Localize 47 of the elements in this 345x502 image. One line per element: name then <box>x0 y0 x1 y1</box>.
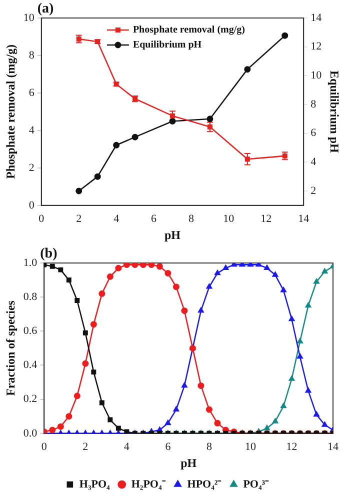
x-tick-label: 8 <box>188 212 194 225</box>
y2-tick-label: 6 <box>310 127 317 140</box>
y-tick-label: 1.0 <box>23 256 38 269</box>
x-tick-label: 10 <box>223 212 235 225</box>
x-tick-label: 2 <box>82 440 88 453</box>
y-tick-label: 0.6 <box>23 325 38 338</box>
x-tick-label: 14 <box>298 212 310 225</box>
y2-tick-label: 4 <box>310 156 317 168</box>
chart-title: (b) <box>40 246 58 262</box>
legend-label: H₂PO₄⁻ <box>131 478 166 490</box>
x-tick-label: 4 <box>114 212 120 225</box>
x-tick-label: 0 <box>41 440 48 453</box>
y-tick-label: 4 <box>28 124 35 136</box>
y2-axis-title: Equilibrium pH <box>328 70 342 154</box>
y-tick-label: 0.0 <box>23 427 38 440</box>
x-tick-label: 6 <box>151 212 158 225</box>
y-tick-label: 6 <box>28 86 35 99</box>
y-tick-label: 0.8 <box>23 290 38 303</box>
x-tick-label: 12 <box>286 440 298 453</box>
y-tick-label: 2 <box>28 162 34 174</box>
y-tick-label: 0.2 <box>23 393 38 406</box>
y2-tick-label: 10 <box>310 70 322 82</box>
x-tick-label: 2 <box>76 212 82 225</box>
x-axis-title: pH <box>180 456 198 470</box>
x-axis-title: pH <box>164 228 182 242</box>
legend-label: HPO₄²⁻ <box>187 478 222 490</box>
y-axis-title: Phosphate removal (mg/g) <box>3 44 18 179</box>
legend-label: Equilibrium pH <box>132 40 202 51</box>
x-tick-label: 6 <box>165 440 172 453</box>
y-tick-label: 0.4 <box>23 359 38 372</box>
y2-tick-label: 8 <box>310 98 317 110</box>
y2-tick-label: 2 <box>310 184 316 197</box>
x-tick-label: 12 <box>260 212 272 225</box>
y2-tick-label: 14 <box>310 12 322 24</box>
y-tick-label: 10 <box>23 12 35 24</box>
y-tick-label: 0 <box>28 199 35 212</box>
chart-title: (a) <box>37 2 54 17</box>
legend-label: H₃PO₄ <box>79 478 111 490</box>
y-axis-title: Fraction of species <box>3 300 18 396</box>
x-tick-label: 4 <box>124 440 130 453</box>
y2-tick-label: 12 <box>310 40 322 53</box>
x-tick-label: 14 <box>328 440 339 453</box>
legend-label: Phosphate removal (mg/g) <box>132 24 245 36</box>
legend-label: PO₄³⁻ <box>243 478 270 490</box>
x-tick-label: 8 <box>206 440 212 453</box>
x-tick-label: 10 <box>244 440 256 453</box>
y-tick-label: 8 <box>28 49 35 62</box>
